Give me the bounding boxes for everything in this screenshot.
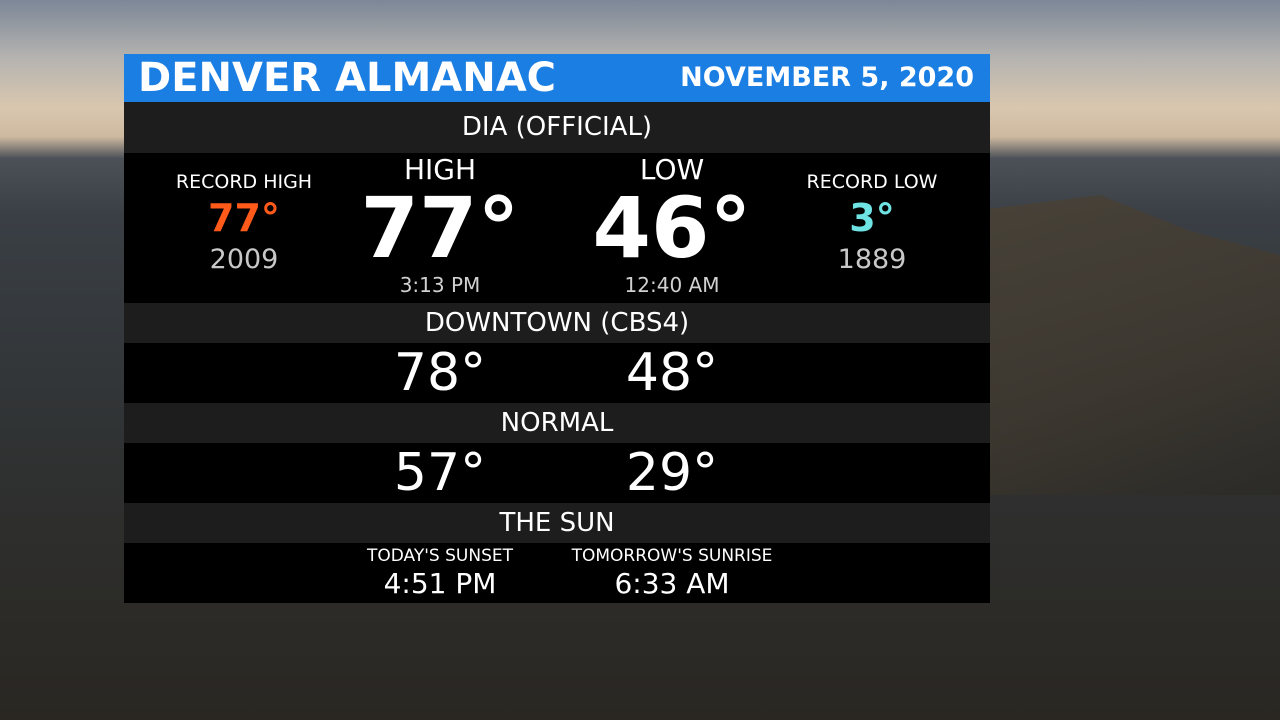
header-bar: DENVER ALMANAC NOVEMBER 5, 2020 — [124, 54, 990, 102]
downtown-values: 78° 48° — [124, 343, 990, 403]
sunrise-label: TOMORROW'S SUNRISE — [571, 546, 773, 566]
sunrise-time: 6:33 AM — [614, 567, 730, 600]
record-high-year: 2009 — [209, 244, 279, 275]
date: NOVEMBER 5, 2020 — [680, 62, 974, 93]
high-time: 3:13 PM — [399, 273, 481, 297]
sunset-time: 4:51 PM — [383, 567, 497, 600]
section-dia: DIA (OFFICIAL) — [124, 102, 990, 153]
record-high-label: RECORD HIGH — [175, 171, 313, 193]
record-low-label: RECORD LOW — [806, 171, 938, 193]
record-high-value: 77° — [208, 196, 280, 240]
almanac-panel: DENVER ALMANAC NOVEMBER 5, 2020 DIA (OFF… — [124, 54, 990, 603]
normal-values: 57° 29° — [124, 443, 990, 503]
normal-low: 29° — [625, 443, 719, 503]
high-value: 77° — [360, 179, 520, 277]
low-time: 12:40 AM — [624, 273, 720, 297]
normal-high: 57° — [393, 443, 487, 503]
downtown-high: 78° — [393, 343, 487, 403]
section-downtown: DOWNTOWN (CBS4) — [124, 303, 990, 343]
high-label: HIGH — [403, 153, 477, 186]
section-sun: THE SUN — [124, 503, 990, 543]
title: DENVER ALMANAC — [138, 55, 557, 101]
record-low-year: 1889 — [837, 244, 907, 275]
dia-values: RECORD HIGH 77° 2009 HIGH 77° 3:13 PM LO… — [124, 153, 990, 303]
downtown-low: 48° — [625, 343, 719, 403]
background-hills — [980, 195, 1280, 495]
low-label: LOW — [639, 153, 705, 186]
sunset-label: TODAY'S SUNSET — [367, 546, 513, 566]
section-normal: NORMAL — [124, 403, 990, 443]
sun-values: TODAY'S SUNSET 4:51 PM TOMORROW'S SUNRIS… — [124, 543, 990, 603]
record-low-value: 3° — [849, 196, 895, 240]
low-value: 46° — [592, 179, 752, 277]
